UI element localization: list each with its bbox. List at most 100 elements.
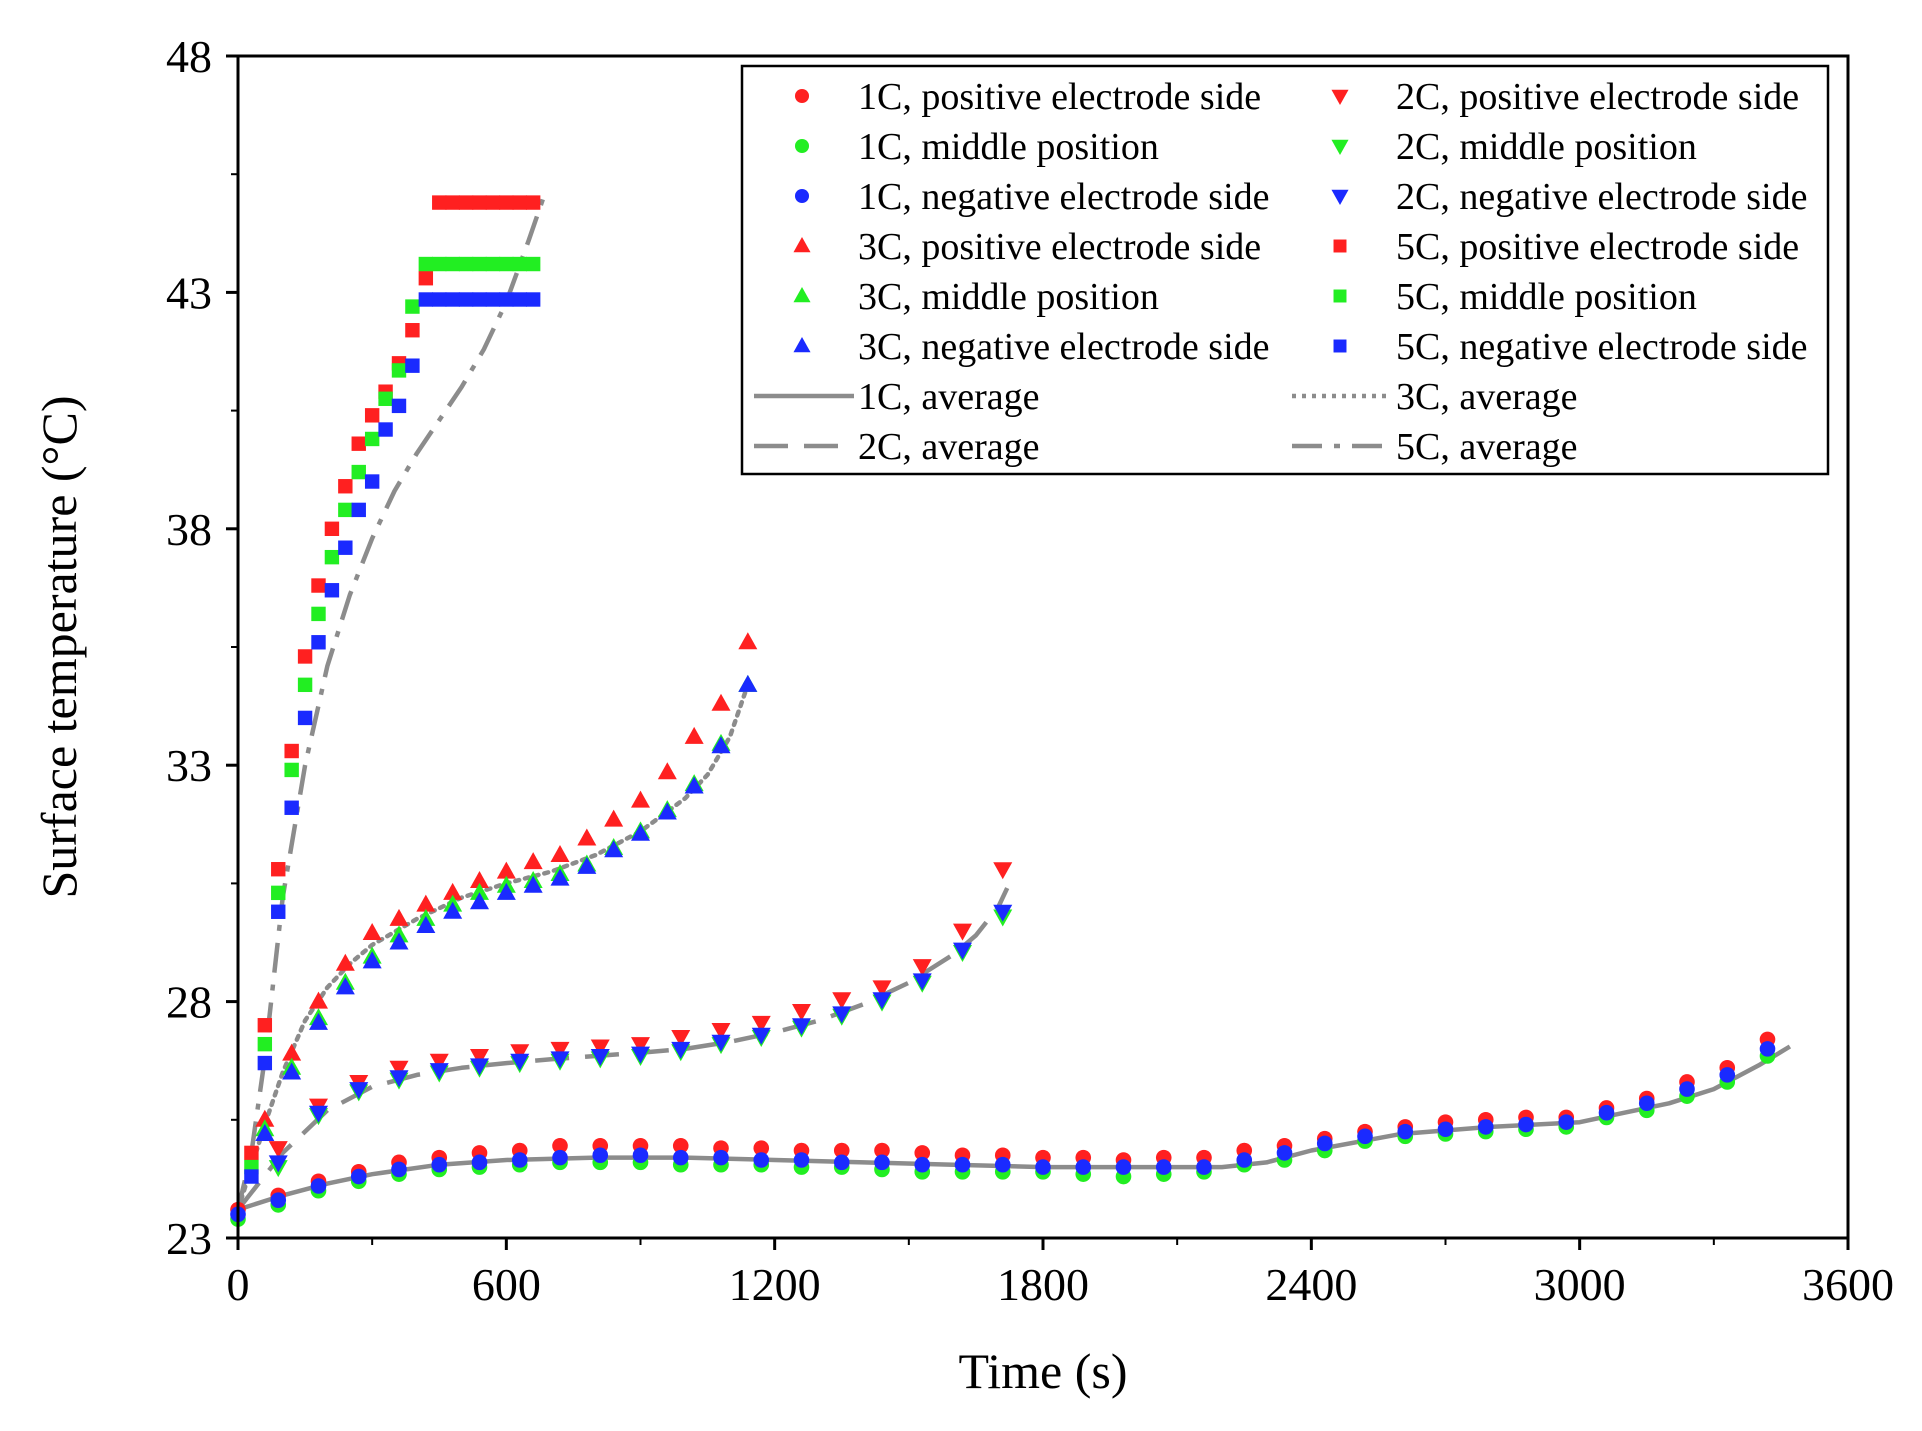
5c-middle-position-point [284,762,299,778]
2c-positive-electrode-side-point [872,980,892,998]
y-tick-label: 38 [166,504,212,555]
3c-positive-electrode-side-point [255,1109,275,1127]
1c-negative-electrode-side-point [1035,1159,1051,1175]
legend-label: 5C, middle position [1396,276,1697,318]
5c-middle-position-point [271,885,286,901]
5c-middle-position-point [405,299,420,314]
1c-negative-electrode-side-point [672,1149,689,1166]
5c-positive-electrode-side-point [418,271,434,286]
3c-negative-electrode-side-point [604,840,624,858]
1c-negative-electrode-side-point [914,1156,931,1173]
legend: 1C, positive electrode side 2C, positive … [740,64,1830,476]
3c-positive-electrode-side-point [657,762,677,780]
5c-negative-electrode-side-point [351,502,366,518]
1c-negative-electrode-side-point [1196,1159,1212,1175]
3c-positive-electrode-side-point [684,726,704,744]
5c-middle-position-point [351,464,366,480]
5c-negative-electrode-side-point [405,358,420,373]
1c-negative-electrode-side-point [1679,1081,1695,1097]
2c-negative-electrode-side-point [711,1034,731,1052]
1c-negative-electrode-side-point [1518,1116,1534,1133]
axis-ticks: 0 600 1200 1800 2400 3000 3600 23 28 33 38 43 48 [166,31,1894,1310]
3c-middle-position-point [470,882,489,900]
x-tick-label: 0 [227,1259,250,1310]
y-tick-label: 28 [166,977,212,1028]
5c-middle-position-point [324,549,340,565]
x-tick-label: 2400 [1265,1259,1357,1310]
1c-negative-electrode-side-point [1437,1121,1454,1138]
1c-negative-electrode-side-point [1719,1067,1736,1083]
1c-negative-electrode-side-point [994,1156,1011,1173]
3c-average-line [235,682,751,1212]
1c-positive-electrode-side-point [914,1145,931,1161]
5c-positive-electrode-side-point [297,649,313,664]
5c-negative-electrode-side-point [458,292,474,307]
2c-negative-electrode-side-point [309,1105,328,1123]
5c-positive-electrode-side-point [338,479,353,494]
5c-negative-electrode-side-point [244,1169,259,1184]
5c-positive-electrode-side-series [244,195,541,1161]
3c-positive-electrode-side-point [523,852,543,870]
5c-middle-position-point [297,677,313,693]
3c-negative-electrode-side-point [416,915,436,933]
legend-item-5c-middle-position: 5C, middle position [1333,276,1697,318]
5c-positive-electrode-side-point [525,195,541,210]
3c-negative-electrode-side-point [496,882,516,900]
legend-label: 1C, middle position [858,126,1159,168]
3c-negative-electrode-side-point [470,892,489,910]
3c-negative-electrode-side-point [711,736,731,754]
y-tick-label: 48 [166,31,212,82]
legend-label: 5C, average [1396,426,1577,468]
2c-positive-electrode-side-point [268,1141,288,1159]
1c-negative-electrode-side-point [1638,1095,1655,1112]
1c-negative-electrode-side-point [713,1149,729,1166]
5c-middle-position-point [499,256,514,272]
legend-label: 5C, positive electrode side [1396,226,1799,268]
1c-middle-position-series [230,1048,1776,1227]
1c-negative-electrode-side-point [1075,1159,1092,1175]
5c-negative-electrode-side-point [378,422,393,437]
5c-negative-electrode-side-point [391,398,407,414]
5c-positive-electrode-side-point [244,1145,259,1161]
data-markers [230,195,1776,1227]
5c-negative-electrode-side-point [445,292,460,307]
legend-marker [1333,289,1347,303]
1c-average-line [237,1044,1792,1212]
2c-positive-electrode-side-point [429,1053,449,1071]
5c-negative-electrode-side-point [284,800,299,815]
1c-negative-electrode-side-point [753,1152,770,1168]
2c-positive-electrode-side-point [993,862,1013,880]
2c-positive-electrode-side-point [470,1048,489,1066]
5c-positive-electrode-side-point [512,195,527,210]
x-tick-label: 3600 [1802,1259,1894,1310]
3c-positive-electrode-side-point [631,790,650,808]
legend-label: 3C, middle position [858,276,1159,318]
3c-positive-electrode-side-point [550,845,570,863]
legend-label: 3C, average [1396,376,1577,418]
legend-item-2c-positive-electrode-side: 2C, positive electrode side [1331,76,1799,118]
5c-positive-electrode-side-point [271,862,286,877]
3c-positive-electrode-side-point [443,882,463,900]
3c-positive-electrode-side-point [416,894,436,912]
x-tick-label: 1200 [729,1259,821,1310]
5c-negative-electrode-side-point [499,292,514,307]
1c-negative-electrode-side-point [874,1154,890,1171]
1c-negative-electrode-side-point [350,1168,367,1185]
1c-negative-electrode-side-point [632,1147,649,1164]
3c-negative-electrode-side-point [443,901,463,919]
5c-positive-electrode-side-point [472,195,487,210]
legend-item-2c-average: 2C, average [754,426,1039,468]
2c-positive-electrode-side-point [751,1015,771,1033]
5c-positive-electrode-side-point [351,436,366,451]
2c-positive-electrode-side-point [510,1044,530,1062]
1c-negative-electrode-side-point [310,1178,327,1194]
2c-negative-electrode-side-point [953,942,972,960]
2c-positive-electrode-side-point [550,1041,570,1059]
5c-middle-position-point [311,606,326,622]
5c-middle-position-point [512,256,527,272]
3c-negative-electrode-side-point [684,776,704,794]
1c-negative-electrode-side-point [1397,1123,1414,1140]
2c-positive-electrode-side-point [671,1030,691,1048]
3c-positive-electrode-side-point [389,908,409,926]
